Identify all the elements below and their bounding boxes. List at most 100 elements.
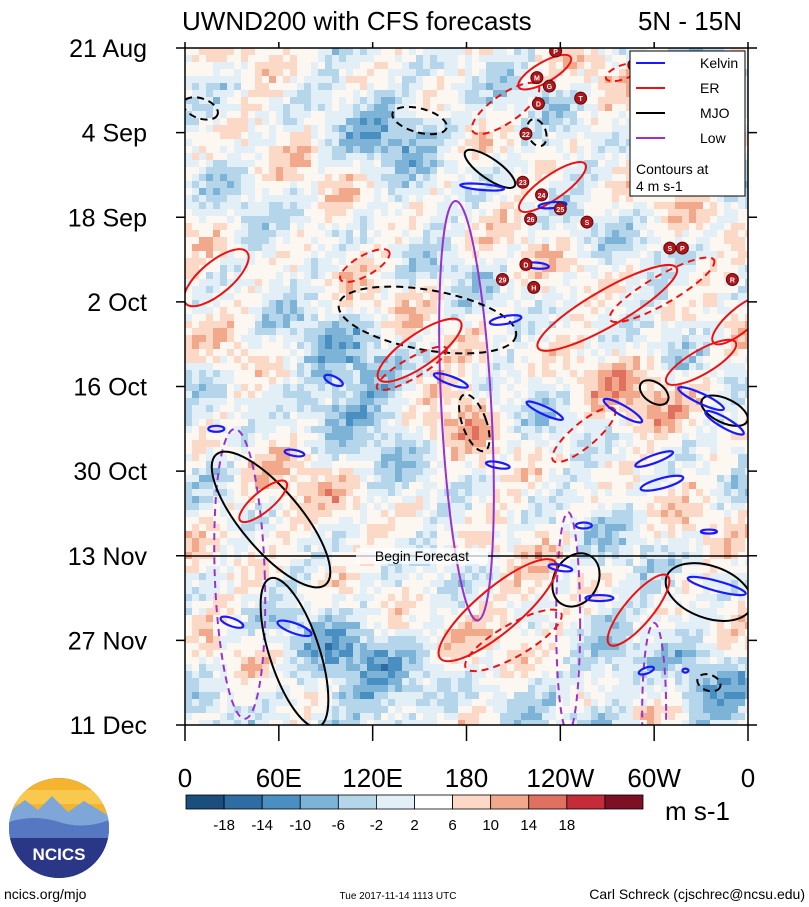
anomaly-cell [682, 454, 689, 461]
anomaly-cell [248, 146, 255, 153]
anomaly-cell [479, 279, 486, 286]
anomaly-cell [318, 454, 325, 461]
anomaly-cell [675, 202, 682, 209]
anomaly-cell [381, 524, 388, 531]
anomaly-cell [290, 69, 297, 76]
anomaly-cell [444, 335, 451, 342]
anomaly-cell [325, 321, 332, 328]
anomaly-cell [514, 125, 521, 132]
anomaly-cell [654, 531, 661, 538]
anomaly-cell [311, 188, 318, 195]
anomaly-cell [661, 580, 668, 587]
anomaly-cell [542, 314, 549, 321]
anomaly-cell [521, 426, 528, 433]
anomaly-cell [563, 265, 570, 272]
anomaly-cell [514, 426, 521, 433]
anomaly-cell [444, 342, 451, 349]
anomaly-cell [318, 664, 325, 671]
anomaly-cell [402, 636, 409, 643]
anomaly-cell [521, 48, 528, 55]
anomaly-cell [521, 146, 528, 153]
anomaly-cell [311, 104, 318, 111]
anomaly-cell [682, 545, 689, 552]
anomaly-cell [598, 335, 605, 342]
anomaly-cell [591, 55, 598, 62]
anomaly-cell [682, 657, 689, 664]
anomaly-cell [528, 244, 535, 251]
anomaly-cell [220, 321, 227, 328]
anomaly-cell [409, 643, 416, 650]
anomaly-cell [311, 272, 318, 279]
anomaly-cell [549, 188, 556, 195]
anomaly-cell [276, 321, 283, 328]
anomaly-cell [444, 118, 451, 125]
anomaly-cell [360, 615, 367, 622]
anomaly-cell [332, 545, 339, 552]
anomaly-cell [374, 321, 381, 328]
anomaly-cell [192, 335, 199, 342]
anomaly-cell [269, 496, 276, 503]
anomaly-cell [535, 300, 542, 307]
anomaly-cell [724, 587, 731, 594]
anomaly-cell [416, 363, 423, 370]
anomaly-cell [444, 286, 451, 293]
anomaly-cell [227, 475, 234, 482]
anomaly-cell [626, 629, 633, 636]
anomaly-cell [598, 370, 605, 377]
anomaly-cell [402, 643, 409, 650]
anomaly-cell [297, 650, 304, 657]
anomaly-cell [682, 230, 689, 237]
anomaly-cell [430, 62, 437, 69]
anomaly-cell [332, 454, 339, 461]
anomaly-cell [640, 580, 647, 587]
anomaly-cell [262, 307, 269, 314]
anomaly-cell [262, 559, 269, 566]
anomaly-cell [353, 496, 360, 503]
anomaly-cell [248, 405, 255, 412]
anomaly-cell [290, 90, 297, 97]
anomaly-cell [332, 615, 339, 622]
anomaly-cell [703, 461, 710, 468]
anomaly-cell [675, 272, 682, 279]
anomaly-cell [577, 335, 584, 342]
anomaly-cell [409, 636, 416, 643]
anomaly-cell [374, 125, 381, 132]
anomaly-cell [311, 237, 318, 244]
anomaly-cell [395, 307, 402, 314]
anomaly-cell [556, 391, 563, 398]
anomaly-cell [745, 468, 748, 475]
anomaly-cell [234, 391, 241, 398]
anomaly-cell [255, 405, 262, 412]
anomaly-cell [297, 615, 304, 622]
anomaly-cell [612, 608, 619, 615]
anomaly-cell [192, 447, 199, 454]
anomaly-cell [283, 293, 290, 300]
anomaly-cell [486, 48, 493, 55]
anomaly-cell [535, 412, 542, 419]
anomaly-cell [591, 615, 598, 622]
anomaly-cell [535, 531, 542, 538]
anomaly-cell [696, 622, 703, 629]
anomaly-cell [297, 510, 304, 517]
anomaly-cell [276, 629, 283, 636]
anomaly-cell [332, 370, 339, 377]
anomaly-cell [213, 454, 220, 461]
anomaly-cell [213, 426, 220, 433]
anomaly-cell [192, 76, 199, 83]
anomaly-cell [647, 300, 654, 307]
anomaly-cell [584, 230, 591, 237]
anomaly-cell [682, 643, 689, 650]
anomaly-cell [346, 384, 353, 391]
anomaly-cell [465, 279, 472, 286]
anomaly-cell [241, 104, 248, 111]
anomaly-cell [269, 195, 276, 202]
anomaly-cell [654, 608, 661, 615]
anomaly-cell [731, 489, 738, 496]
anomaly-cell [220, 475, 227, 482]
anomaly-cell [465, 237, 472, 244]
anomaly-cell [605, 139, 612, 146]
anomaly-cell [423, 307, 430, 314]
anomaly-cell [591, 650, 598, 657]
anomaly-cell [185, 111, 192, 118]
anomaly-cell [472, 587, 479, 594]
